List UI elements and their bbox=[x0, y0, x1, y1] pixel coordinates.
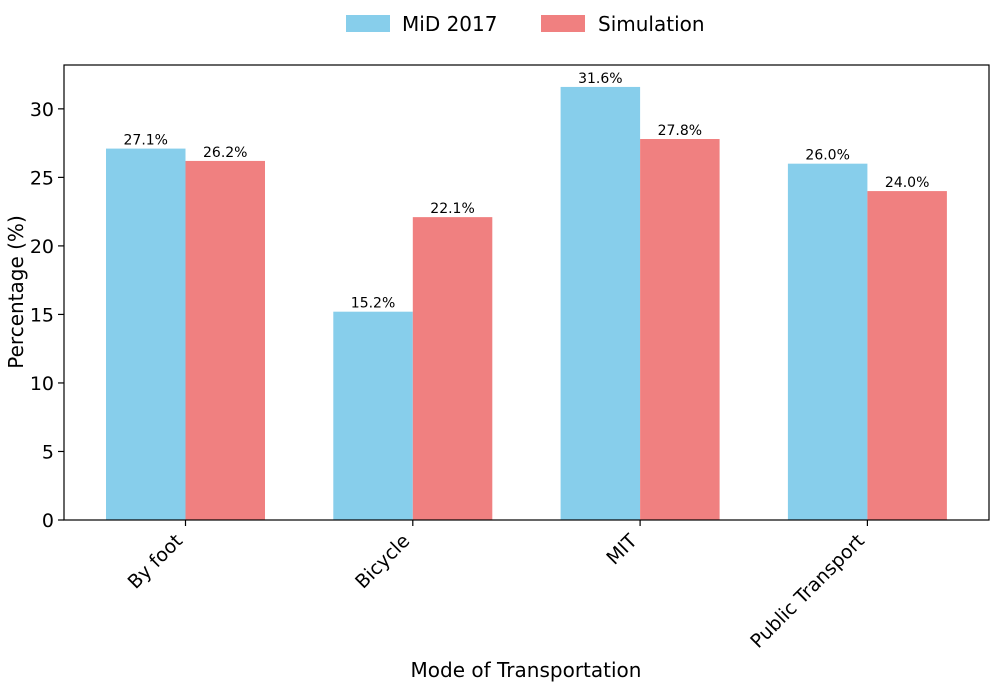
bar-simulation-mit bbox=[640, 139, 720, 520]
data-label-mid-2017-bicycle: 15.2% bbox=[351, 296, 395, 312]
legend: MiD 2017 Simulation bbox=[346, 12, 705, 36]
legend-swatch-mid-2017 bbox=[346, 15, 390, 32]
bar-simulation-by-foot bbox=[185, 160, 265, 521]
y-tick-label-10: 10 bbox=[30, 373, 54, 395]
x-tick-label-public-transport: Public Transport bbox=[746, 530, 869, 653]
bar-simulation-public-transport bbox=[867, 191, 947, 520]
y-axis-title: Percentage (%) bbox=[4, 215, 28, 368]
data-label-mid-2017-public-transport: 26.0% bbox=[805, 148, 849, 164]
data-label-simulation-bicycle: 22.1% bbox=[430, 201, 474, 217]
y-tick-label-30: 30 bbox=[30, 99, 54, 121]
data-label-mid-2017-mit: 31.6% bbox=[578, 71, 622, 87]
legend-label-simulation: Simulation bbox=[598, 12, 705, 36]
x-axis-ticks: By foot Bicycle MIT Public Transport bbox=[124, 520, 869, 653]
y-axis-ticks: 0 5 10 15 20 25 30 bbox=[30, 99, 64, 532]
y-tick-label-20: 20 bbox=[30, 236, 54, 258]
bar-simulation-bicycle bbox=[412, 217, 493, 521]
x-axis-title: Mode of Transportation bbox=[411, 658, 642, 682]
x-tick-label-bicycle: Bicycle bbox=[351, 530, 414, 593]
bar-mid-2017-public-transport bbox=[787, 163, 868, 521]
data-labels-layer: 27.1% 26.2% 15.2% 22.1% 31.6% 27.8% 26.0% 24.0% bbox=[124, 71, 930, 312]
y-tick-label-0: 0 bbox=[42, 510, 54, 532]
bars-layer bbox=[106, 86, 947, 521]
bar-mid-2017-bicycle bbox=[333, 311, 413, 520]
legend-label-mid-2017: MiD 2017 bbox=[402, 12, 497, 36]
y-tick-label-5: 5 bbox=[42, 441, 54, 463]
bar-mid-2017-mit bbox=[560, 86, 641, 521]
data-label-mid-2017-by-foot: 27.1% bbox=[124, 133, 168, 149]
legend-swatch-simulation bbox=[541, 15, 585, 32]
plot-frame bbox=[63, 64, 990, 521]
y-tick-label-25: 25 bbox=[30, 167, 54, 189]
x-tick-label-by-foot: By foot bbox=[124, 530, 187, 593]
bar-mid-2017-by-foot bbox=[106, 148, 186, 520]
data-label-simulation-public-transport: 24.0% bbox=[885, 175, 929, 191]
data-label-simulation-by-foot: 26.2% bbox=[203, 145, 247, 161]
data-label-simulation-mit: 27.8% bbox=[658, 123, 702, 139]
y-tick-label-15: 15 bbox=[30, 304, 54, 326]
x-tick-label-mit: MIT bbox=[602, 530, 642, 570]
